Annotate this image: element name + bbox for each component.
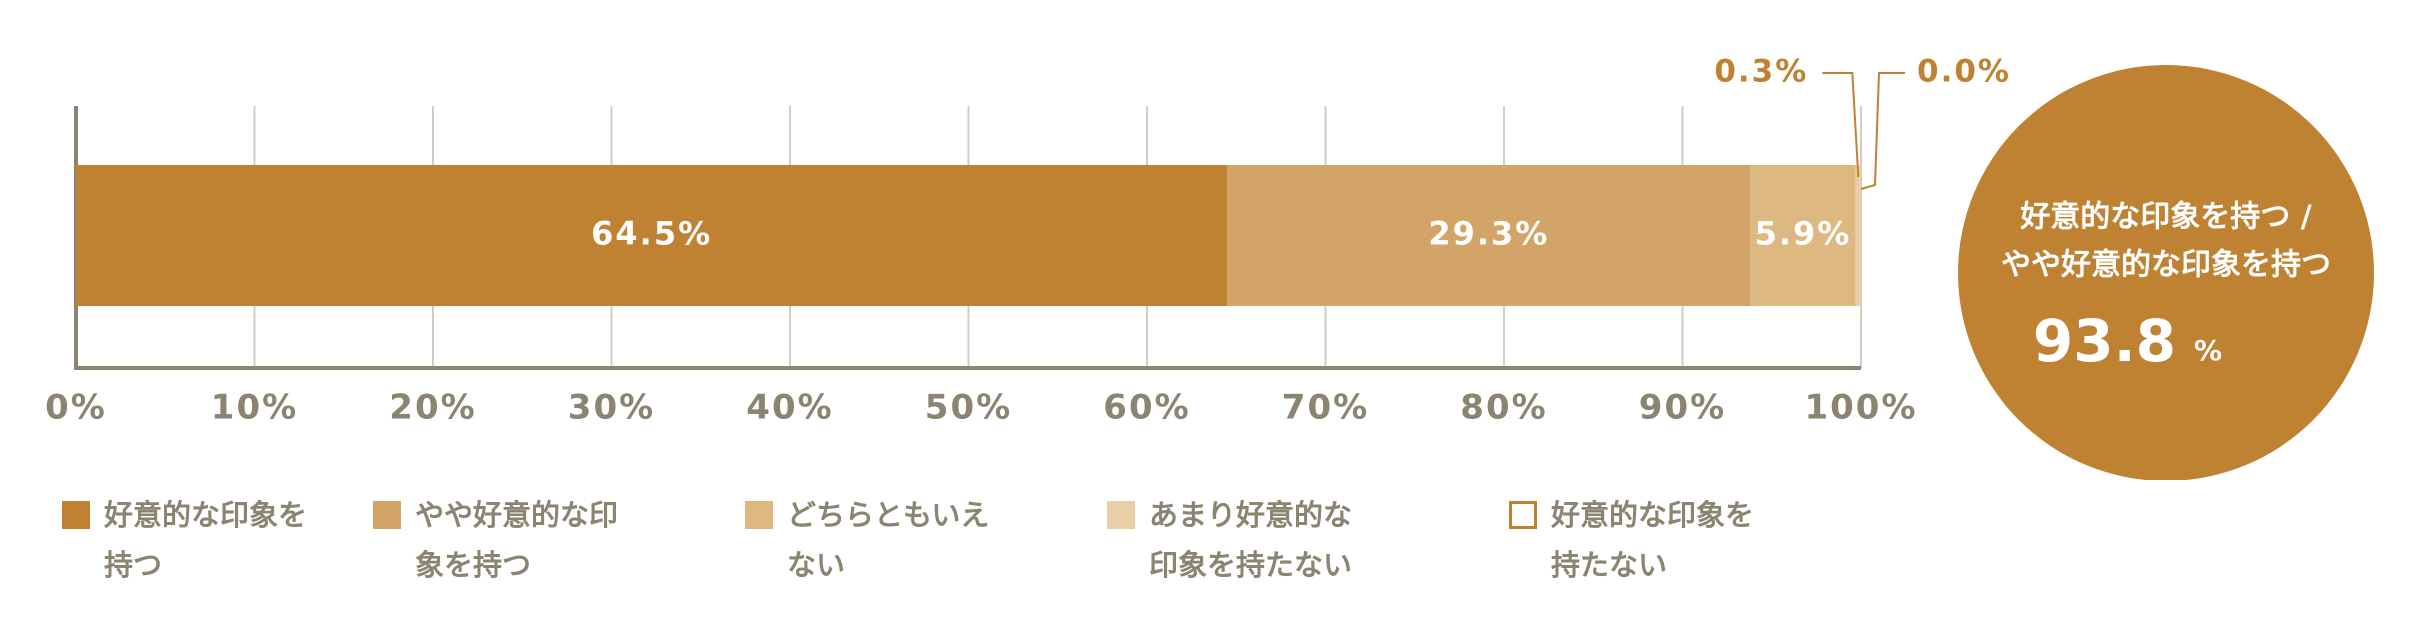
leader-line	[1860, 72, 1905, 190]
legend-item: あまり好意的な印象を持たない	[1107, 490, 1379, 590]
bar-segment	[1227, 165, 1751, 306]
summary-label: 好意的な印象を持つ /	[2019, 200, 2311, 235]
value-label: 0.0%	[1917, 54, 2011, 90]
x-tick-label: 20%	[389, 388, 476, 428]
bar-segment	[76, 165, 1228, 306]
x-tick-label: 30%	[568, 388, 655, 428]
x-tick-label: 10%	[211, 388, 298, 428]
legend-item: 好意的な印象を持つ	[62, 490, 334, 590]
bar-segment	[1750, 165, 1856, 306]
value-label: 5.9%	[1755, 215, 1852, 253]
summary-value: 93.8	[2033, 307, 2176, 375]
legend-swatch	[62, 501, 90, 529]
bar-segment	[1855, 165, 1861, 306]
x-tick-label: 50%	[925, 388, 1012, 428]
legend-swatch	[1107, 501, 1135, 529]
legend-swatch	[745, 501, 773, 529]
legend-label: やや好意的な印象を持つ	[415, 498, 619, 582]
legend-item: 好意的な印象を持たない	[1509, 490, 1781, 590]
x-tick-label: 100%	[1804, 388, 1917, 428]
summary-unit: %	[2194, 334, 2222, 367]
legend-label: あまり好意的な印象を持たない	[1149, 498, 1353, 582]
x-tick-label: 90%	[1639, 388, 1726, 428]
legend-label: 好意的な印象を持つ	[104, 498, 308, 582]
x-tick-label: 0%	[45, 388, 107, 428]
summary-circle	[1958, 65, 2374, 480]
value-label: 0.3%	[1714, 54, 1808, 90]
legend-label: どちらともいえない	[787, 498, 990, 582]
value-label: 29.3%	[1428, 215, 1549, 253]
legend-label: 好意的な印象を持たない	[1551, 498, 1755, 582]
legend-swatch	[1509, 501, 1537, 529]
x-tick-label: 40%	[746, 388, 833, 428]
legend-item: どちらともいえない	[745, 490, 1017, 590]
leader-line	[1822, 72, 1860, 178]
x-tick-label: 80%	[1460, 388, 1547, 428]
legend-item: やや好意的な印象を持つ	[373, 490, 645, 590]
x-tick-label: 60%	[1103, 388, 1190, 428]
x-tick-label: 70%	[1282, 388, 1369, 428]
chart: 0% 10% 20% 30% 40% 50% 60% 70% 80% 90% 100% 64.5% 29…	[45, 54, 2374, 480]
legend-swatch	[373, 501, 401, 529]
value-label: 64.5%	[591, 215, 712, 253]
summary-label: やや好意的な印象を持つ	[2001, 248, 2331, 283]
